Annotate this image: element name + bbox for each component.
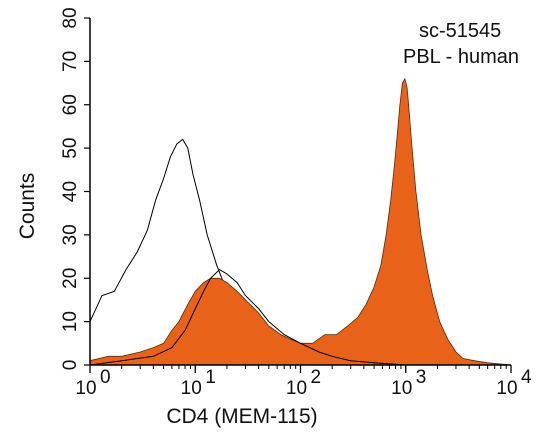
- x-axis-label: CD4 (MEM-115): [166, 405, 317, 428]
- x-tick-exponent: 4: [521, 367, 532, 388]
- series-filled-histogram: [89, 77, 512, 366]
- y-axis-label: Counts: [16, 173, 39, 240]
- y-tick-label: 40: [60, 181, 81, 202]
- x-tick-exponent: 1: [205, 367, 216, 388]
- x-tick-label: 10: [286, 378, 307, 399]
- y-tick-label: 10: [60, 311, 81, 332]
- series-outline-histogram-2: [89, 268, 511, 366]
- annotation-catalog: sc-51545: [419, 20, 501, 42]
- x-tick-label: 10: [75, 378, 96, 399]
- series-outline-histogram-0: [89, 138, 511, 366]
- y-tick-label: 80: [60, 7, 81, 28]
- y-tick-label: 60: [60, 94, 81, 115]
- x-tick-exponent: 3: [416, 367, 427, 388]
- y-tick-label: 20: [60, 268, 81, 289]
- x-tick-exponent: 2: [311, 367, 322, 388]
- y-tick-label: 70: [60, 51, 81, 72]
- x-tick-label: 10: [496, 378, 517, 399]
- x-tick-label: 10: [181, 378, 202, 399]
- x-tick-label: 10: [391, 378, 412, 399]
- annotation-sample: PBL - human: [403, 46, 519, 68]
- y-tick-label: 0: [60, 360, 81, 371]
- y-tick-label: 50: [60, 138, 81, 159]
- y-axis-ticks: 0 10 20 30 40 50 60 70 80: [60, 7, 90, 370]
- plot-area: [89, 77, 512, 366]
- x-tick-exponent: 0: [100, 367, 111, 388]
- y-tick-label: 30: [60, 224, 81, 245]
